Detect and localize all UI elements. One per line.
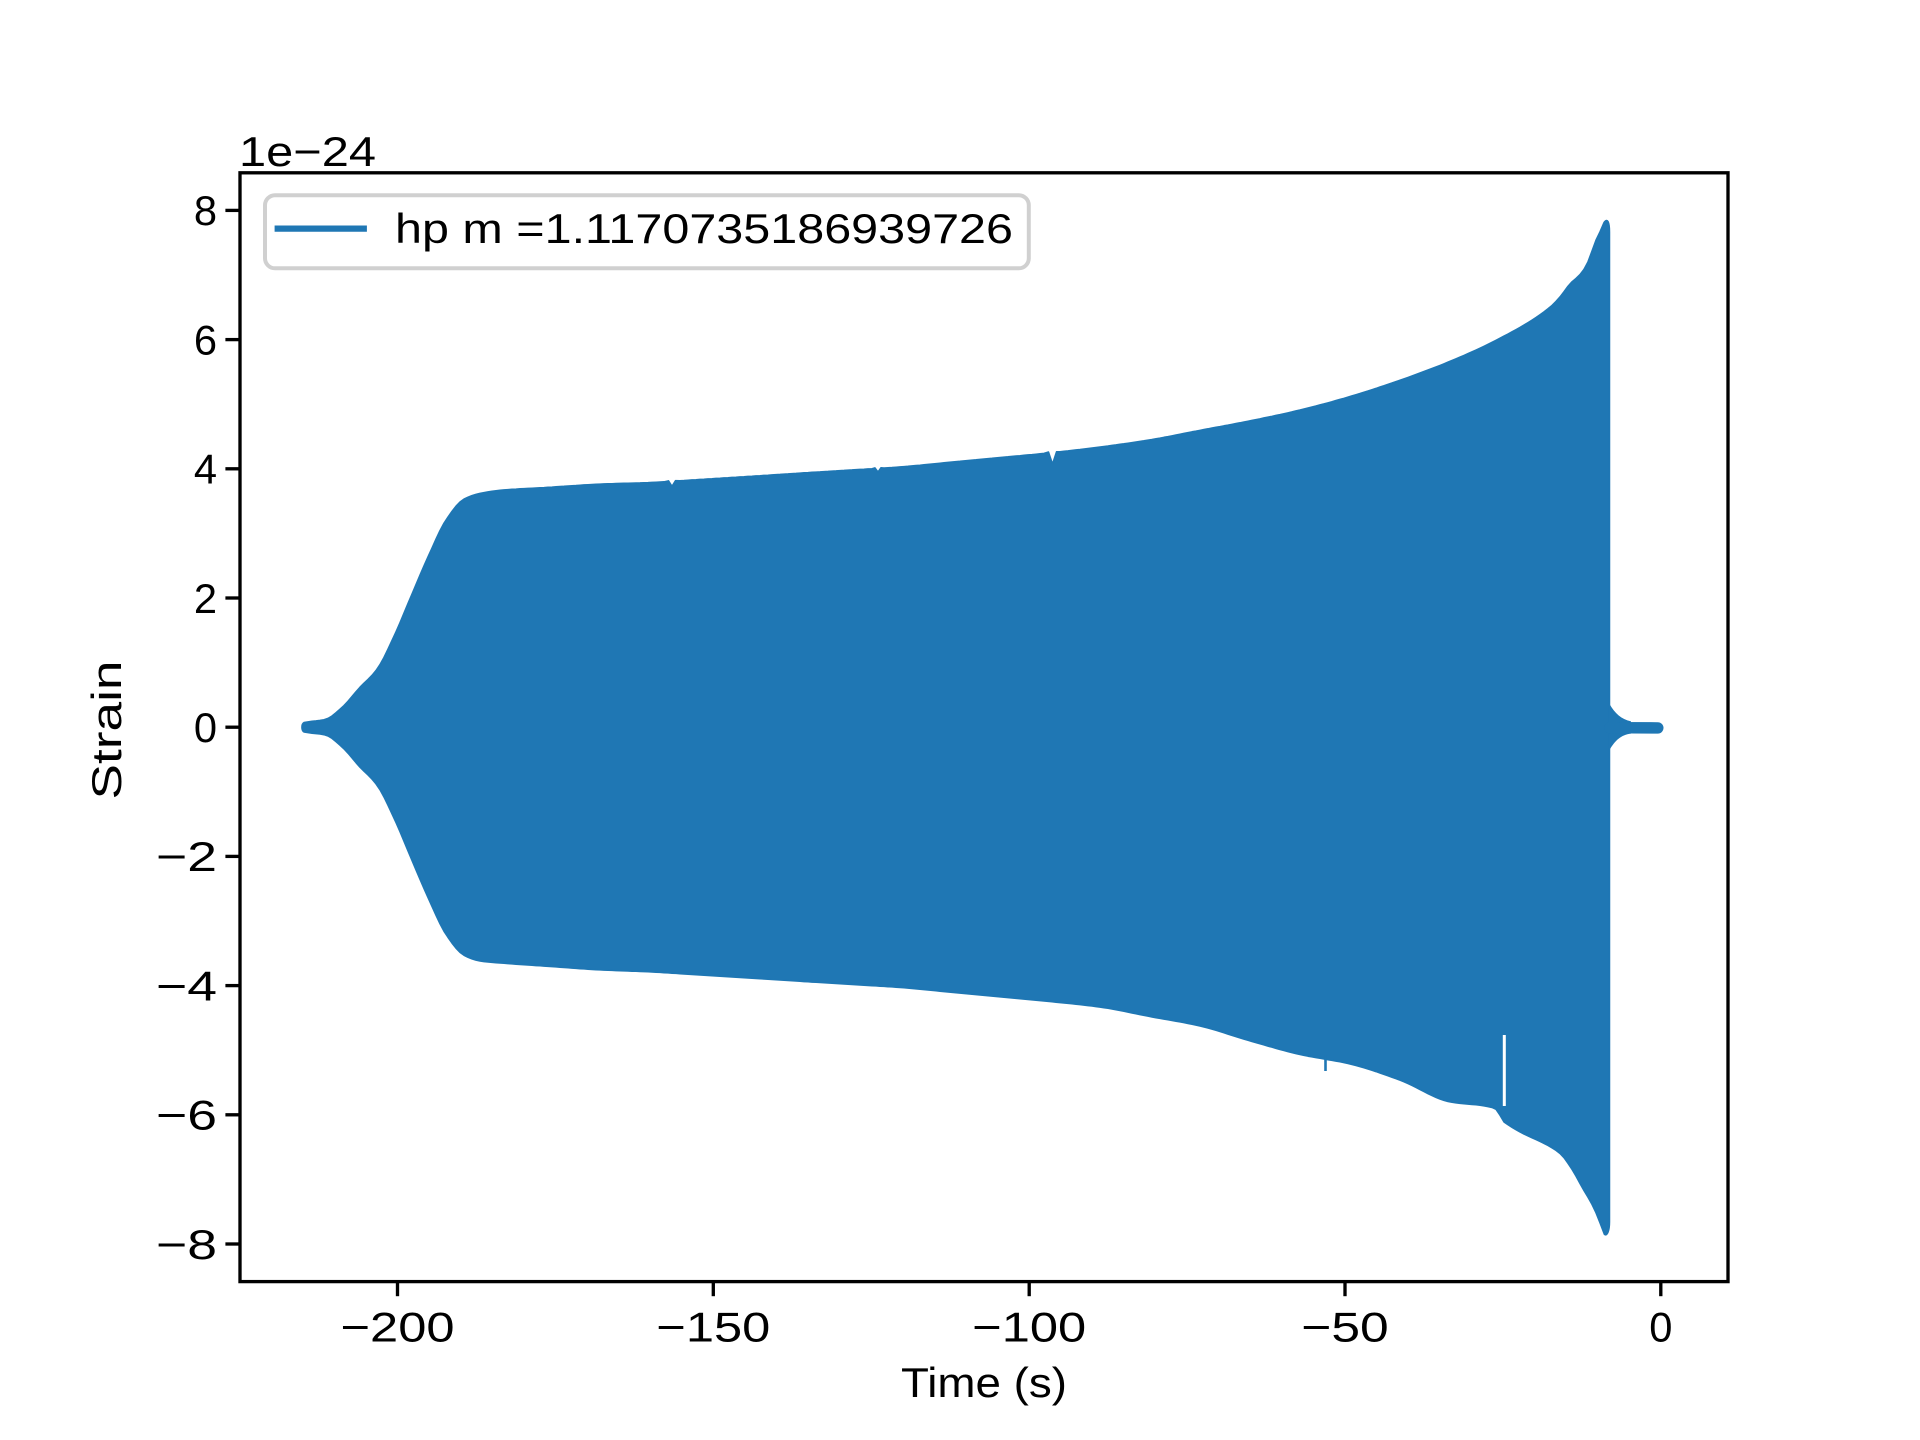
svg-text:2: 2: [194, 575, 217, 622]
svg-text:−50: −50: [1301, 1303, 1389, 1350]
svg-text:−100: −100: [972, 1303, 1086, 1350]
svg-text:−200: −200: [341, 1303, 455, 1350]
svg-text:−8: −8: [156, 1221, 217, 1268]
svg-text:1e−24: 1e−24: [239, 128, 376, 175]
svg-text:6: 6: [194, 316, 217, 363]
svg-text:Time (s): Time (s): [901, 1359, 1067, 1406]
svg-text:−4: −4: [156, 962, 217, 1009]
svg-text:0: 0: [1649, 1303, 1672, 1350]
svg-text:8: 8: [194, 187, 217, 234]
svg-text:0: 0: [194, 704, 217, 751]
svg-text:−6: −6: [156, 1092, 217, 1139]
svg-text:hp m =1.1170735186939726: hp m =1.1170735186939726: [395, 205, 1013, 252]
svg-text:−2: −2: [156, 833, 217, 880]
svg-text:4: 4: [194, 446, 217, 493]
svg-text:−150: −150: [656, 1303, 770, 1350]
svg-text:Strain: Strain: [83, 661, 130, 800]
